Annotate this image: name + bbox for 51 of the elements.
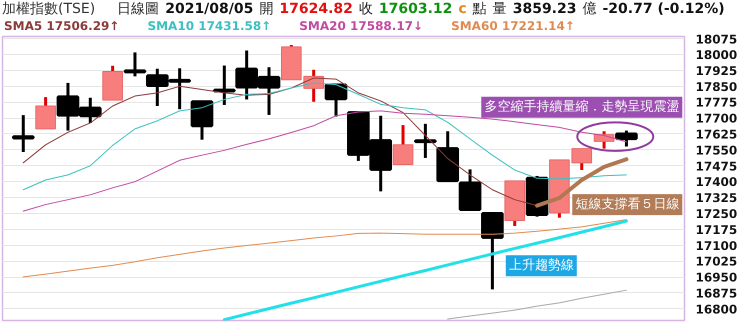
y-tick-label: 17175 [696, 222, 738, 237]
y-tick-label: 17250 [696, 206, 738, 221]
text: -20.77 (-0.12%) [602, 1, 725, 17]
line-series [535, 157, 628, 208]
annotation: 多空縮手持續量縮．走勢呈現震盪 [484, 100, 680, 115]
annotation: 上升趨勢線 [508, 258, 574, 274]
line-series [447, 290, 627, 320]
candlestick [571, 148, 592, 170]
line-series [222, 220, 628, 320]
text: 17603.12 [378, 1, 452, 17]
text: SMA10 17431.58↑ [147, 19, 272, 33]
y-tick-label: 17475 [696, 159, 738, 174]
text: 17624.82 [279, 1, 353, 17]
y-tick-label: 16875 [696, 286, 738, 300]
text: SMA5 17506.29↑ [4, 19, 120, 33]
chart-title: 加權指數(TSE) [2, 1, 96, 17]
y-tick-label: 17325 [696, 191, 738, 206]
candlestick [414, 124, 437, 158]
text: 日線圖 [117, 1, 160, 17]
y-tick-label: 17775 [696, 96, 738, 110]
y-tick-label: 16800 [696, 302, 738, 316]
y-tick-label: 18075 [696, 32, 738, 46]
y-tick-label: 17850 [696, 80, 738, 94]
candlestick [481, 212, 504, 290]
text: 3859.23 [512, 1, 576, 17]
candlestick [12, 115, 35, 152]
y-tick-label: 18000 [696, 48, 738, 62]
y-tick-label: 17625 [696, 127, 738, 142]
text: c [458, 1, 467, 17]
candlestick [212, 66, 236, 105]
y-tick-label: 17550 [696, 143, 738, 158]
candlestick [324, 84, 348, 117]
line-series [22, 219, 627, 278]
y-tick-label: 17400 [696, 175, 738, 190]
text: SMA60 17221.14↑ [451, 19, 575, 33]
text: SMA20 17588.17↓ [299, 19, 424, 33]
candlestick [190, 100, 214, 140]
y-tick-label: 17925 [696, 64, 738, 78]
text: 開 [259, 1, 274, 17]
text: 億 [582, 1, 596, 17]
y-tick-label: 16950 [696, 270, 738, 285]
candlestick [615, 130, 638, 146]
candlestick [124, 52, 146, 76]
text: 收 [358, 1, 373, 17]
text: 量 [492, 1, 507, 17]
y-tick-label: 17100 [696, 238, 738, 253]
text: 2021/08/05 [165, 1, 254, 17]
y-tick-label: 17025 [696, 254, 738, 269]
annotation: 短線支撐看５日線 [575, 197, 680, 212]
y-tick-label: 17700 [696, 112, 738, 126]
text: 點 [472, 1, 487, 17]
